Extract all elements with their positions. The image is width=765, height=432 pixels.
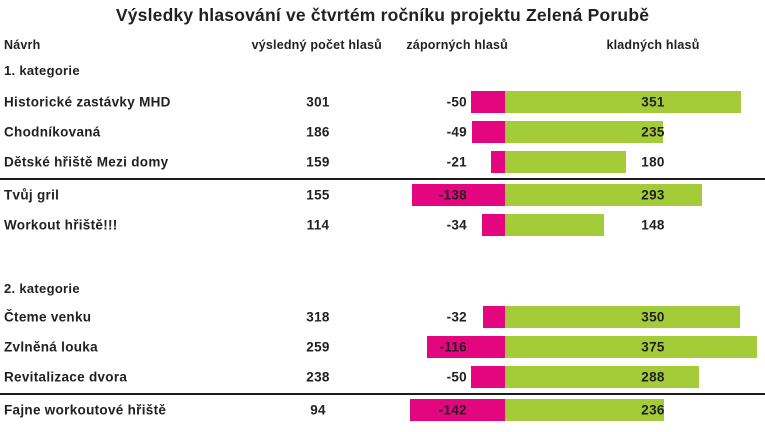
winners-cutoff-divider (0, 392, 765, 395)
positive-votes-bar (505, 121, 663, 144)
positive-votes-bar (505, 151, 626, 174)
proposal-row: Zvlněná louka 259 -116 375 (0, 332, 765, 362)
negative-votes-bar (490, 151, 505, 174)
positive-votes-bar (505, 90, 741, 113)
category-label: 1. kategorie (4, 63, 80, 78)
negative-votes-value: -138 (438, 187, 467, 203)
chart-title: Výsledky hlasování ve čtvrtém ročníku pr… (115, 5, 650, 25)
negative-votes-value: -116 (439, 339, 467, 355)
net-votes-value: 186 (306, 124, 330, 140)
positive-votes-bar (505, 305, 741, 328)
proposal-row: Workout hřiště!!! 114 -34 148 (0, 210, 765, 240)
negative-votes-value: -34 (446, 217, 467, 233)
positive-votes-bar (505, 398, 664, 421)
column-header-positive-votes: kladných hlasů (606, 38, 700, 52)
negative-votes-value: -50 (446, 369, 467, 385)
net-votes-value: 155 (306, 187, 330, 203)
negative-votes-bar (412, 183, 505, 206)
positive-votes-bar (505, 366, 699, 389)
column-header-negative-votes: záporných hlasů (406, 38, 508, 52)
category-rows: Historické zastávky MHD 301 -50 351 Chodníko… (0, 87, 765, 241)
negative-votes-value: -32 (446, 309, 467, 325)
net-votes-value: 114 (306, 217, 330, 233)
positive-votes-value: 293 (641, 187, 665, 203)
proposal-row: Čteme venku 318 -32 350 (0, 301, 765, 331)
net-votes-value: 94 (310, 402, 326, 418)
net-votes-value: 259 (306, 339, 330, 355)
column-header-proposal: Návrh (4, 38, 41, 52)
negative-votes-bar (482, 214, 505, 237)
negative-votes-value: -21 (446, 154, 467, 170)
winners-cutoff-divider (0, 177, 765, 180)
negative-votes-value: -142 (438, 402, 467, 418)
proposal-row: Dětské hřiště Mezi domy 159 -21 180 (0, 147, 765, 177)
proposal-row: Fajne workoutové hřiště 94 -142 236 (0, 395, 765, 425)
net-votes-value: 301 (306, 94, 330, 110)
proposal-name: Čteme venku (4, 309, 92, 325)
negative-votes-bar (472, 121, 505, 144)
category-rows: Čteme venku 318 -32 350 Zvlněná louka 259 -116… (0, 301, 765, 425)
positive-votes-value: 375 (641, 339, 665, 355)
net-votes-value: 318 (306, 309, 330, 325)
negative-votes-bar (483, 305, 505, 328)
positive-votes-value: 236 (641, 402, 665, 418)
positive-votes-value: 148 (641, 217, 665, 233)
negative-votes-bar (427, 335, 505, 358)
positive-votes-bar (505, 214, 605, 237)
positive-votes-value: 288 (641, 369, 665, 385)
negative-votes-bar (409, 398, 505, 421)
negative-votes-bar (471, 90, 505, 113)
proposal-row: Chodníkovaná 186 -49 235 (0, 117, 765, 147)
proposal-name: Zvlněná louka (4, 339, 98, 355)
proposal-name: Revitalizace dvora (4, 369, 128, 385)
proposal-row: Revitalizace dvora 238 -50 288 (0, 362, 765, 392)
proposal-name: Historické zastávky MHD (4, 94, 171, 110)
positive-votes-value: 350 (641, 309, 665, 325)
net-votes-value: 159 (306, 154, 330, 170)
positive-votes-bar (505, 183, 702, 206)
proposal-row: Historické zastávky MHD 301 -50 351 (0, 87, 765, 117)
proposal-name: Fajne workoutové hřiště (4, 402, 167, 418)
negative-votes-value: -50 (446, 94, 467, 110)
negative-votes-bar (471, 366, 505, 389)
column-header-net-votes: výsledný počet hlasů (251, 38, 382, 52)
positive-votes-value: 351 (641, 94, 665, 110)
positive-votes-bar (505, 335, 757, 358)
negative-votes-value: -49 (446, 124, 467, 140)
proposal-name: Workout hřiště!!! (4, 217, 118, 233)
proposal-name: Dětské hřiště Mezi domy (4, 154, 169, 170)
proposal-row: Tvůj gril 155 -138 293 (0, 180, 765, 210)
proposal-name: Chodníkovaná (4, 124, 101, 140)
positive-votes-value: 235 (641, 124, 665, 140)
net-votes-value: 238 (306, 369, 330, 385)
proposal-name: Tvůj gril (4, 187, 60, 203)
category-label: 2. kategorie (4, 281, 80, 296)
positive-votes-value: 180 (641, 154, 665, 170)
